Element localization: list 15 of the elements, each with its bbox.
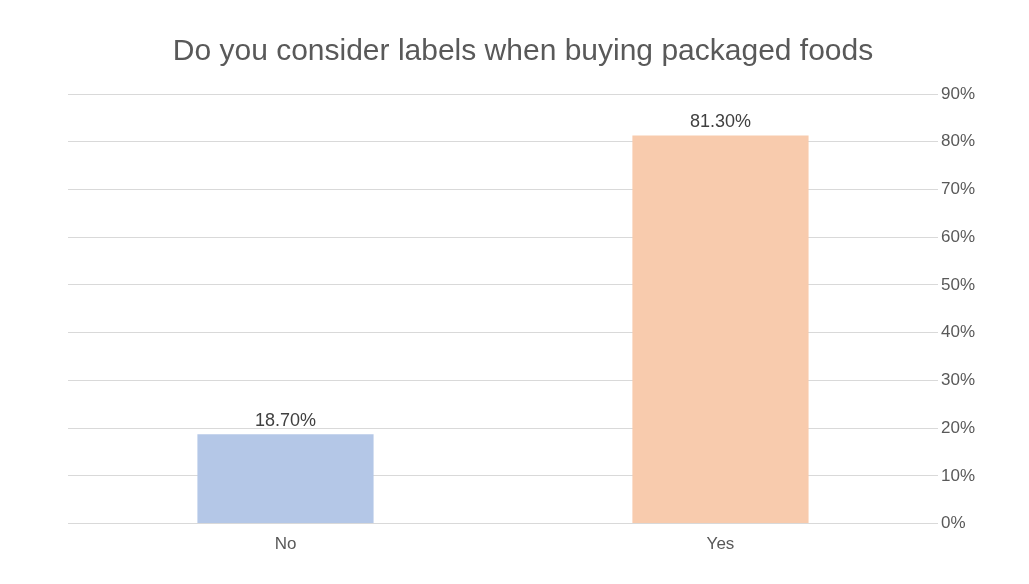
y-tick-label: 10%	[940, 465, 976, 485]
y-tick-label: 60%	[940, 226, 976, 246]
data-label: 18.70%	[254, 410, 317, 431]
y-tick-label: 20%	[940, 417, 976, 437]
y-tick-label: 40%	[940, 322, 976, 342]
y-tick-label: 80%	[940, 131, 976, 151]
y-tick-label: 0%	[940, 513, 966, 533]
chart-title: Do you consider labels when buying packaged foods	[172, 33, 874, 67]
y-tick-label: 90%	[940, 83, 976, 103]
y-tick-label: 50%	[940, 274, 976, 294]
y-tick-label: 30%	[940, 370, 976, 390]
y-tick-label: 70%	[940, 179, 976, 199]
data-label: 81.30%	[689, 111, 752, 132]
x-tick-label: Yes	[706, 534, 735, 554]
x-tick-label: No	[274, 534, 297, 554]
